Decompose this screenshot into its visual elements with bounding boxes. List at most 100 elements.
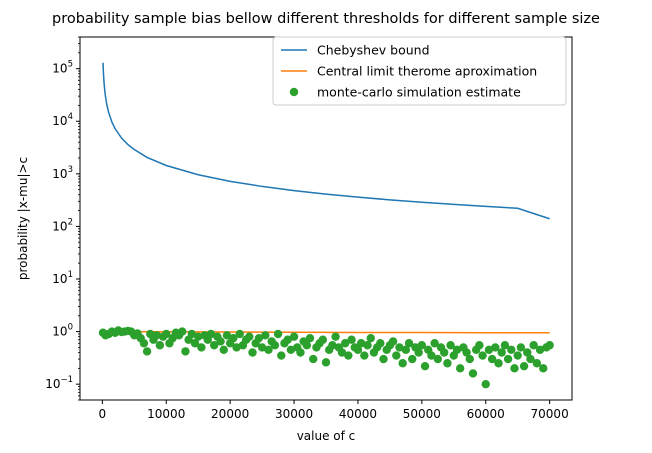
data-point [491,343,500,352]
data-point [500,341,510,350]
data-point [216,337,225,346]
data-point [257,343,267,352]
data-point [139,339,149,348]
data-point [497,348,506,357]
data-point [328,341,337,350]
data-point [222,331,232,340]
data-point [468,369,478,378]
series-line-1 [103,330,550,334]
data-point [526,354,535,364]
data-point [178,327,187,336]
legend-box [272,36,567,106]
data-point [446,341,455,350]
data-point [155,341,165,350]
x-axis: 0 10000 20000 30000 40000 50000 60000 70000 [99,400,569,421]
data-point [270,341,280,350]
data-point [277,351,286,360]
series-line-0 [102,62,550,220]
data-point [232,343,241,352]
data-point [420,361,430,371]
data-point [219,345,228,355]
data-point [414,348,423,357]
data-point [430,339,439,348]
data-point [190,339,200,348]
data-point [318,335,328,344]
chart-title: probability sample bias bellow different… [52,11,600,27]
x-tick-label: 70000 [531,407,569,421]
data-point [376,339,385,348]
data-point [519,361,529,371]
x-tick-label: 30000 [275,407,313,421]
data-point [289,332,299,341]
data-point [545,341,554,350]
data-point [363,341,372,350]
y-tick-label: 103 [52,165,73,181]
data-point [309,354,318,364]
x-tick-label: 50000 [403,407,441,421]
y-tick-label: 105 [52,60,73,76]
data-point [353,345,363,355]
data-point [162,329,171,339]
data-point [379,354,388,364]
data-point [395,343,404,352]
data-point [462,348,471,357]
data-point [443,359,452,368]
data-point [245,332,254,341]
data-point [510,364,519,373]
legend-marker-swatch [289,87,299,97]
data-point [264,345,273,355]
data-point [475,341,484,350]
data-point [197,343,206,352]
y-tick-label: 100 [52,323,73,339]
data-point [532,359,542,368]
data-point [181,347,190,356]
data-point [535,345,545,355]
data-point [331,332,340,341]
data-point [465,354,474,364]
data-point [452,345,462,355]
data-point [194,332,203,341]
plot-area [98,62,554,389]
data-point [408,354,417,364]
y-axis-label: probability |x-mu|>c [16,157,30,280]
x-tick-label: 10000 [147,407,185,421]
data-point [507,345,516,355]
data-point [513,351,522,360]
data-point [503,354,513,364]
data-point [302,341,312,350]
data-point [235,329,244,339]
data-point [417,341,427,350]
data-point [523,348,532,357]
legend: Chebyshev bound Central limit therome apr… [272,36,567,106]
data-point [392,351,401,360]
data-point [347,335,356,344]
data-point [356,339,366,348]
y-tick-label: 10−1 [45,375,73,391]
data-point [404,339,414,348]
data-point [360,351,369,360]
data-point [296,348,305,357]
data-point [273,329,283,339]
data-point [209,341,219,350]
data-point [516,343,526,352]
data-point [229,333,238,343]
data-point [340,339,350,348]
y-tick-label: 104 [52,112,73,128]
data-point [142,347,152,356]
data-point [440,348,449,357]
data-point [286,345,296,355]
legend-entry-label: Central limit therome aproximation [317,64,537,79]
x-tick-label: 40000 [339,407,377,421]
x-tick-label: 60000 [467,407,505,421]
data-point [484,345,494,355]
data-point [248,348,257,357]
legend-entry-label: Chebyshev bound [317,43,430,58]
data-point [305,333,315,343]
data-point [187,329,197,339]
data-point [261,331,270,340]
y-axis: 10−1 100 101 102 103 104 105 [45,36,80,401]
y-tick-label: 102 [52,217,73,233]
data-point [254,333,264,343]
x-tick-label: 0 [99,407,107,421]
